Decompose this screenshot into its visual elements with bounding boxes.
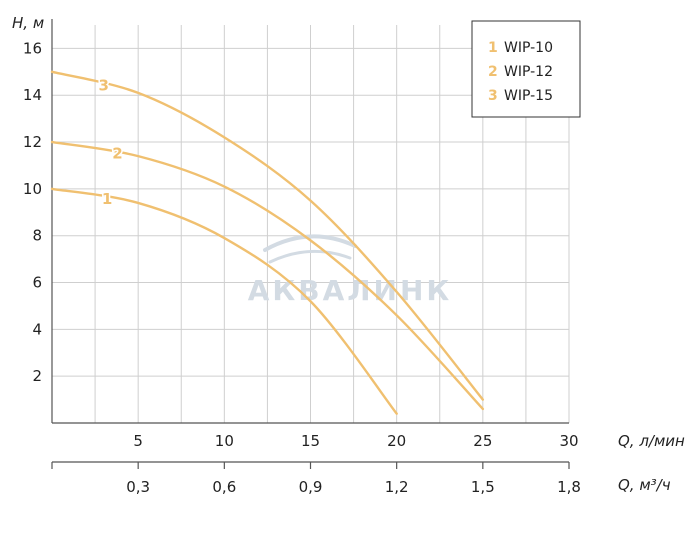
legend-entry: WIP-15 (504, 88, 553, 104)
secondary-x-tick-label: 0,3 (126, 478, 150, 496)
y-tick-label: 12 (23, 133, 42, 151)
series-curve-label: 3 (98, 76, 108, 94)
legend-marker: 2 (488, 64, 498, 80)
x-tick-label: 30 (559, 432, 578, 450)
secondary-x-tick-label: 0,9 (299, 478, 323, 496)
legend: 1 WIP-10 2 WIP-12 3 WIP-15 (471, 20, 581, 118)
series-line-wip-12 (50, 140, 485, 411)
watermark: АКВАЛИНК (248, 234, 453, 307)
series-curve-label: 2 (112, 145, 122, 163)
y-tick-label: 8 (32, 227, 42, 245)
y-tick-label: 10 (23, 180, 42, 198)
secondary-x-tick-label: 1,8 (557, 478, 581, 496)
x-tick-label: 20 (387, 432, 406, 450)
secondary-x-tick-label: 1,2 (385, 478, 409, 496)
series-curve-label: 1 (102, 190, 112, 208)
watermark-text: АКВАЛИНК (248, 274, 453, 307)
y-tick-label: 2 (32, 367, 42, 385)
secondary-x-tick-label: 1,5 (471, 478, 495, 496)
y-tick-label: 6 (32, 274, 42, 292)
legend-box (471, 20, 581, 118)
y-axis-title: H, м (12, 14, 44, 32)
x-tick-label: 25 (473, 432, 492, 450)
y-tick-label: 14 (23, 86, 42, 104)
secondary-x-axis-title: Q, м³/ч (618, 476, 671, 494)
watermark-swoosh-icon (263, 234, 357, 264)
secondary-x-tick-label: 0,6 (212, 478, 236, 496)
series-line-wip-15 (50, 70, 485, 401)
x-tick-label: 10 (215, 432, 234, 450)
y-tick-label: 4 (32, 320, 42, 338)
legend-marker: 1 (488, 40, 498, 56)
legend-marker: 3 (488, 88, 498, 104)
x-axis-title: Q, л/мин (618, 432, 685, 450)
x-tick-label: 15 (301, 432, 320, 450)
y-tick-label: 16 (23, 39, 42, 57)
series-group: 1 2 3 (50, 70, 485, 415)
x-tick-label: 5 (133, 432, 143, 450)
series-line-wip-10 (50, 187, 398, 415)
legend-entry: WIP-10 (504, 40, 553, 56)
legend-entry: WIP-12 (504, 64, 553, 80)
